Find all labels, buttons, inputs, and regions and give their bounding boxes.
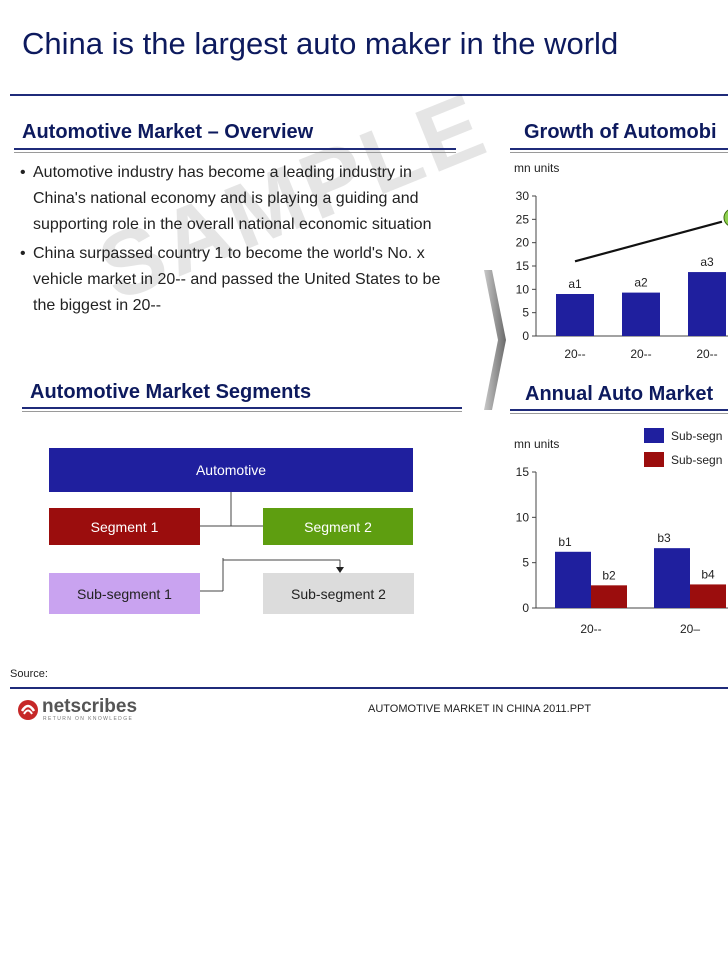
segment-root-box: Automotive bbox=[49, 448, 413, 492]
x-tick-label: 20-- bbox=[564, 347, 585, 361]
y-tick-label: 25 bbox=[516, 212, 530, 226]
chevron-arrow-icon bbox=[484, 270, 506, 410]
source-label: Source: bbox=[10, 668, 48, 680]
y-tick-label: 15 bbox=[516, 465, 530, 479]
title-divider bbox=[10, 94, 728, 96]
y-tick-label: 5 bbox=[522, 556, 529, 570]
trend-line bbox=[574, 220, 723, 263]
y-tick-label: 10 bbox=[516, 510, 530, 524]
footer-divider bbox=[10, 687, 728, 689]
growth-data-label: a2 bbox=[634, 276, 648, 290]
trend-marker-icon bbox=[723, 209, 728, 226]
footer-filename: AUTOMOTIVE MARKET IN CHINA 2011.PPT bbox=[368, 703, 592, 715]
overview-bullets: • Automotive industry has become a leadi… bbox=[20, 160, 460, 322]
segments-connectors bbox=[200, 492, 344, 592]
growth-heading: Growth of Automobi bbox=[524, 121, 717, 143]
y-tick-label: 20 bbox=[516, 236, 530, 250]
x-tick-label: 20-- bbox=[630, 347, 651, 361]
annual-chart: mn units 0 5 10 15 Sub-segn Sub-segn b1 b2 20-- b3… bbox=[514, 428, 728, 636]
segments-diagram: Automotive Segment 1 Segment 2 Sub-segme… bbox=[0, 440, 470, 630]
y-tick-label: 10 bbox=[516, 282, 530, 296]
bullet-marker: • bbox=[20, 245, 26, 262]
segments-heading: Automotive Market Segments bbox=[30, 381, 312, 403]
legend-swatch bbox=[644, 452, 664, 467]
y-axis-label: mn units bbox=[514, 437, 559, 451]
annual-bar bbox=[591, 585, 627, 608]
annual-heading-rule bbox=[510, 409, 728, 411]
connector-arrowhead bbox=[336, 567, 344, 573]
annual-data-label: b4 bbox=[701, 567, 715, 581]
annual-bar bbox=[654, 548, 690, 608]
segments-heading-rule-2 bbox=[22, 411, 462, 412]
growth-heading-rule bbox=[510, 148, 728, 150]
y-axis-label: mn units bbox=[514, 161, 559, 175]
annual-data-label: b2 bbox=[602, 568, 616, 582]
netscribes-logo: netscribes RETURN ON KNOWLEDGE bbox=[16, 696, 156, 722]
bullet-text: Automotive industry has become a leading… bbox=[33, 164, 432, 233]
y-tick-label: 5 bbox=[522, 306, 529, 320]
overview-heading: Automotive Market – Overview bbox=[22, 121, 314, 143]
growth-bar bbox=[688, 272, 726, 336]
segments-heading-rule bbox=[22, 407, 462, 409]
segment-1-box: Segment 1 bbox=[49, 508, 200, 545]
logo-tagline: RETURN ON KNOWLEDGE bbox=[43, 716, 134, 722]
y-tick-label: 15 bbox=[516, 259, 530, 273]
bullet-text: China surpassed country 1 to become the … bbox=[33, 245, 441, 314]
netscribes-logo-mark-icon bbox=[18, 700, 38, 720]
annual-bar bbox=[555, 551, 591, 608]
growth-data-label: a1 bbox=[568, 277, 582, 291]
subsegment-2-box: Sub-segment 2 bbox=[263, 573, 414, 614]
legend-label: Sub-segn bbox=[671, 453, 722, 467]
bullet-item: • Automotive industry has become a leadi… bbox=[20, 160, 460, 238]
slide-title: China is the largest auto maker in the w… bbox=[22, 26, 619, 61]
bullet-marker: • bbox=[20, 164, 26, 181]
x-tick-label: 20-- bbox=[696, 347, 717, 361]
overview-heading-rule bbox=[14, 148, 456, 150]
logo-text: netscribes bbox=[42, 696, 138, 717]
annual-bar bbox=[690, 584, 726, 608]
subsegment-1-box: Sub-segment 1 bbox=[49, 573, 200, 614]
bullet-item: • China surpassed country 1 to become th… bbox=[20, 241, 460, 319]
y-tick-label: 0 bbox=[522, 601, 529, 615]
y-tick-label: 0 bbox=[522, 329, 529, 343]
segment-2-box: Segment 2 bbox=[263, 508, 413, 545]
y-tick-label: 30 bbox=[516, 189, 530, 203]
growth-data-label: a3 bbox=[700, 255, 714, 269]
annual-data-label: b3 bbox=[657, 531, 671, 545]
growth-chart: mn units 0 5 10 15 20 25 30 a1 20-- a2 20-- a3 20-- bbox=[514, 161, 728, 361]
x-tick-label: 20-- bbox=[580, 622, 601, 636]
annual-heading-rule-2 bbox=[510, 413, 728, 414]
legend-swatch bbox=[644, 428, 664, 443]
annual-heading: Annual Auto Market bbox=[525, 383, 714, 405]
growth-bar bbox=[622, 292, 660, 336]
legend-label: Sub-segn bbox=[671, 429, 722, 443]
x-tick-label: 20– bbox=[680, 622, 700, 636]
growth-heading-rule-2 bbox=[510, 152, 728, 153]
overview-heading-rule-2 bbox=[14, 152, 456, 153]
annual-data-label: b1 bbox=[558, 535, 572, 549]
growth-bar bbox=[556, 294, 594, 336]
